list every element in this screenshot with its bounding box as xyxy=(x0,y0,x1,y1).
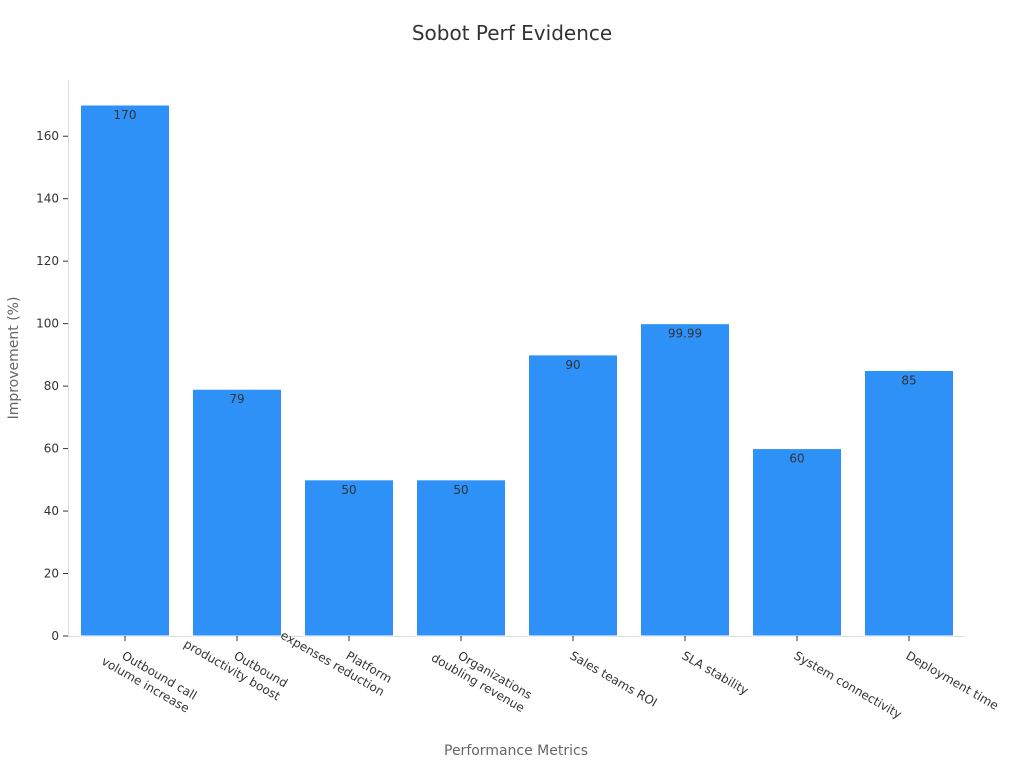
y-tick-label: 0 xyxy=(51,629,59,643)
bar-data-label: 85 xyxy=(901,373,916,387)
y-tick-label: 80 xyxy=(44,379,59,393)
y-tick-label: 20 xyxy=(44,567,59,581)
y-tick-label: 140 xyxy=(36,192,59,206)
x-tick-label-line: Sales teams ROI xyxy=(568,648,660,709)
bar xyxy=(528,354,618,637)
bar-data-label: 170 xyxy=(114,108,137,122)
x-tick-label: Organizationsdoubling revenue xyxy=(429,637,534,715)
bar-data-label: 50 xyxy=(453,483,468,497)
y-tick-label: 120 xyxy=(36,254,59,268)
x-tick-label: Outbound callvolume increase xyxy=(99,641,199,716)
bar xyxy=(80,104,170,637)
y-tick-label: 60 xyxy=(44,442,59,456)
y-tick-label: 40 xyxy=(44,504,59,518)
x-tick-label-line: System connectivity xyxy=(792,648,905,721)
y-tick-label: 100 xyxy=(36,317,59,331)
x-tick-label-line: SLA stability xyxy=(680,648,751,697)
x-axis-title: Performance Metrics xyxy=(444,743,588,759)
x-tick-label: SLA stability xyxy=(680,648,751,697)
bar xyxy=(864,369,954,637)
bar-data-label: 90 xyxy=(565,358,580,372)
bar xyxy=(640,323,730,637)
y-tick-label: 160 xyxy=(36,129,59,143)
bar-data-label: 50 xyxy=(341,483,356,497)
bar-data-label: 60 xyxy=(789,452,804,466)
x-tick-label-line: Deployment time xyxy=(904,648,1001,712)
chart-title: Sobot Perf Evidence xyxy=(412,21,612,45)
plot-area: 0 20 40 60 80 100 120 140 160 170 79 50 50 90 99.99 60… xyxy=(36,80,1001,722)
bar-data-label: 99.99 xyxy=(668,327,702,341)
y-axis-ticks: 0 20 40 60 80 100 120 140 160 xyxy=(36,129,68,643)
bar xyxy=(416,479,506,637)
bar xyxy=(752,448,842,637)
x-tick-label: Deployment time xyxy=(904,648,1001,712)
bar xyxy=(304,479,394,637)
bars xyxy=(80,104,954,637)
bar xyxy=(192,388,282,637)
y-axis-title: Improvement (%) xyxy=(6,297,22,420)
x-tick-label: System connectivity xyxy=(792,648,905,721)
bar-data-label: 79 xyxy=(229,392,244,406)
bar-data-labels: 170 79 50 50 90 99.99 60 85 xyxy=(114,108,917,497)
x-tick-label: Sales teams ROI xyxy=(568,648,660,709)
